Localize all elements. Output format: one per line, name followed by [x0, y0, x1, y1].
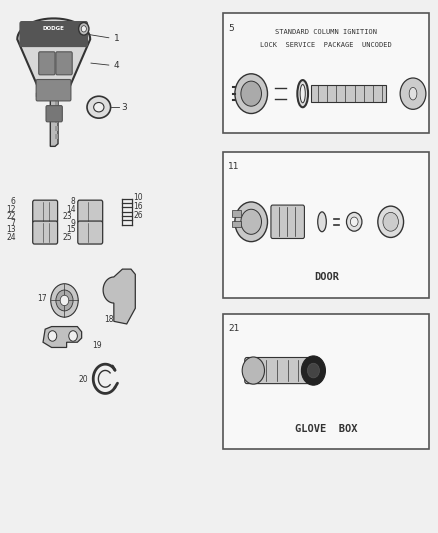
Text: 20: 20 [78, 375, 88, 384]
Circle shape [350, 217, 358, 227]
Circle shape [235, 202, 268, 241]
FancyBboxPatch shape [46, 106, 62, 122]
Text: 4: 4 [114, 61, 120, 70]
Text: 7: 7 [11, 219, 16, 228]
Circle shape [81, 26, 86, 32]
Ellipse shape [87, 96, 111, 118]
FancyBboxPatch shape [271, 205, 304, 238]
Text: 14: 14 [67, 205, 76, 214]
Ellipse shape [409, 87, 417, 100]
Bar [223, 313, 429, 449]
Polygon shape [37, 93, 58, 147]
Text: 10: 10 [133, 192, 143, 201]
Text: 6: 6 [11, 197, 16, 206]
Circle shape [51, 284, 78, 317]
Text: DODGE: DODGE [43, 26, 65, 31]
Text: LOCK  SERVICE  PACKAGE  UNCODED: LOCK SERVICE PACKAGE UNCODED [261, 42, 392, 48]
Circle shape [79, 22, 89, 35]
Circle shape [400, 78, 426, 109]
Circle shape [241, 209, 261, 235]
FancyBboxPatch shape [36, 79, 71, 101]
Bar [232, 221, 241, 227]
Text: 12: 12 [7, 205, 16, 214]
Text: 15: 15 [67, 225, 76, 235]
FancyBboxPatch shape [19, 21, 88, 47]
Text: STANDARD COLUMN IGNITION: STANDARD COLUMN IGNITION [276, 29, 377, 35]
Text: GLOVE  BOX: GLOVE BOX [295, 424, 357, 434]
Text: 8: 8 [71, 197, 76, 206]
Text: 9: 9 [71, 219, 76, 228]
Circle shape [60, 295, 69, 306]
FancyBboxPatch shape [78, 200, 102, 223]
Circle shape [346, 212, 362, 231]
Bar [223, 13, 429, 133]
Text: 3: 3 [121, 103, 127, 112]
Polygon shape [17, 19, 90, 94]
FancyBboxPatch shape [78, 221, 102, 244]
Circle shape [241, 81, 261, 106]
Text: 26: 26 [133, 211, 143, 220]
Text: 1: 1 [114, 34, 120, 43]
Circle shape [301, 356, 325, 385]
Ellipse shape [300, 85, 305, 103]
FancyBboxPatch shape [33, 200, 58, 223]
Bar [56, 108, 58, 113]
Text: 19: 19 [92, 342, 102, 350]
Text: 21: 21 [229, 324, 240, 333]
Polygon shape [103, 269, 135, 324]
Bar [56, 134, 58, 139]
Circle shape [56, 290, 73, 311]
Text: DOOR: DOOR [314, 272, 339, 282]
Circle shape [378, 206, 403, 238]
Bar [223, 151, 429, 298]
Bar [232, 211, 241, 216]
FancyBboxPatch shape [56, 52, 72, 75]
Text: 18: 18 [104, 316, 114, 324]
Text: 11: 11 [229, 162, 240, 171]
Circle shape [307, 363, 319, 378]
Bar [56, 118, 58, 123]
Ellipse shape [297, 80, 308, 107]
FancyBboxPatch shape [39, 52, 55, 75]
Circle shape [383, 212, 399, 231]
Bar [56, 126, 58, 131]
Ellipse shape [318, 212, 326, 232]
FancyBboxPatch shape [245, 358, 320, 384]
Ellipse shape [94, 102, 104, 112]
Text: 16: 16 [133, 202, 143, 211]
Text: 25: 25 [62, 233, 72, 242]
Circle shape [235, 74, 268, 114]
Text: 23: 23 [62, 212, 72, 221]
Text: 22: 22 [7, 212, 16, 221]
Circle shape [242, 357, 265, 384]
Bar [311, 85, 386, 102]
Polygon shape [43, 327, 81, 348]
Circle shape [48, 331, 57, 341]
Circle shape [69, 331, 78, 341]
Bar [56, 100, 58, 105]
Text: 5: 5 [229, 23, 234, 33]
FancyBboxPatch shape [33, 221, 58, 244]
Text: 13: 13 [7, 225, 16, 235]
Text: 17: 17 [37, 294, 46, 303]
Text: 24: 24 [7, 233, 16, 242]
